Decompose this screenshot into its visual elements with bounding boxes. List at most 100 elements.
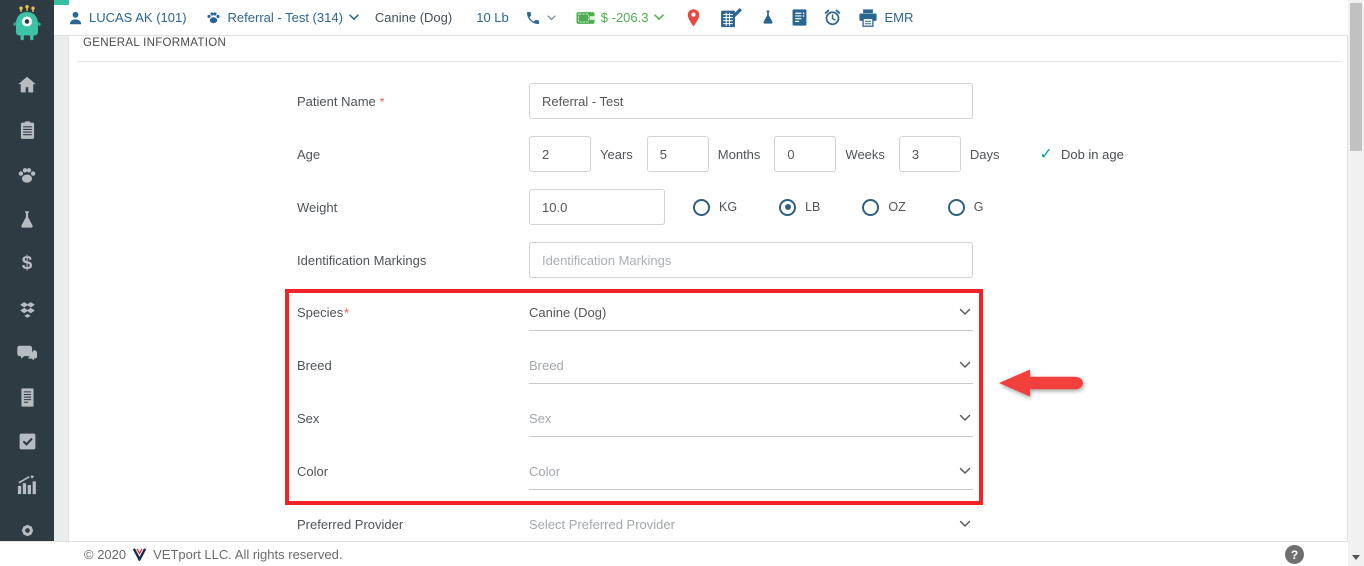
identification-row: Identification Markings [297, 242, 973, 278]
alarm-clock-icon [825, 9, 841, 26]
sex-placeholder: Sex [529, 410, 552, 426]
question-mark-icon: ? [1290, 547, 1299, 562]
phone-icon [526, 11, 539, 24]
vetport-v-logo-icon [132, 548, 147, 561]
chat-bubbles-icon [16, 345, 38, 363]
paw-icon [18, 168, 36, 183]
dob-in-age-label: Dob in age [1060, 146, 1124, 162]
age-fields: Years Months Weeks Days [529, 136, 1000, 172]
balance-dropdown[interactable]: $ -206.3 [576, 10, 665, 25]
sidebar-item-records[interactable] [0, 379, 54, 415]
identification-input[interactable] [529, 242, 973, 278]
copyright-text: © 2020 [84, 546, 127, 562]
client-label: LUCAS AK (101) [89, 10, 187, 25]
checkmark-icon: ✓ [1039, 146, 1053, 163]
weight-input[interactable] [529, 189, 665, 225]
reminders-button[interactable] [823, 8, 842, 27]
patient-dropdown[interactable]: Referral - Test (314) [205, 10, 359, 25]
scrollbar-thumb[interactable] [1350, 3, 1362, 151]
sidebar-item-tasks[interactable] [0, 423, 54, 459]
app-logo[interactable] [0, 0, 54, 48]
sidebar-item-lab[interactable] [0, 202, 54, 238]
emr-print-button[interactable]: EMR [858, 8, 913, 27]
sidebar-item-home[interactable] [0, 67, 54, 103]
sidebar-item-messages[interactable] [0, 335, 54, 371]
radio-button[interactable] [862, 198, 880, 216]
lab-button[interactable] [760, 8, 776, 27]
dollar-icon: $ [21, 253, 33, 274]
footer: © 2020 VETport LLC. All rights reserved. [0, 541, 1364, 566]
sex-row: Sex Sex [297, 400, 973, 437]
report-card-button[interactable] [791, 8, 808, 27]
required-asterisk: * [379, 94, 385, 109]
identification-label: Identification Markings [297, 252, 427, 268]
breed-label: Breed [297, 358, 332, 373]
boxes-icon [19, 301, 35, 318]
species-value: Canine (Dog) [529, 304, 607, 320]
preferred-provider-select[interactable]: Select Preferred Provider [529, 506, 973, 543]
vertical-scrollbar[interactable] [1348, 0, 1364, 566]
wallet-icon [576, 11, 595, 24]
weight-unit-lb[interactable]: LB [779, 198, 821, 216]
radio-button[interactable] [947, 198, 965, 216]
age-weeks-input[interactable] [774, 136, 837, 172]
sidebar-item-inventory[interactable] [0, 291, 54, 327]
chevron-down-icon [959, 520, 971, 527]
section-title: GENERAL INFORMATION [83, 37, 227, 49]
top-navbar: LUCAS AK (101) Referral - Test (314) Can… [54, 0, 1348, 36]
clipboard-icon [20, 120, 34, 139]
section-divider [77, 61, 1341, 62]
chevron-down-icon [959, 467, 971, 474]
breed-placeholder: Breed [529, 357, 564, 373]
radio-button[interactable] [779, 198, 797, 216]
help-button[interactable]: ? [1285, 545, 1304, 564]
weight-indicator[interactable]: 10 Lb [476, 10, 509, 25]
weight-unit-oz[interactable]: OZ [862, 198, 906, 216]
gear-icon [21, 524, 33, 536]
weight-label: Weight [297, 199, 338, 215]
flask-icon [763, 10, 774, 24]
sex-select[interactable]: Sex [529, 400, 973, 437]
sidebar-item-billing[interactable]: $ [0, 246, 54, 282]
location-button[interactable] [686, 8, 701, 28]
weight-unit-kg[interactable]: KG [693, 198, 738, 216]
species-select[interactable]: Canine (Dog) [529, 294, 973, 331]
client-link[interactable]: LUCAS AK (101) [68, 10, 187, 26]
chart-growth-icon [17, 475, 36, 495]
preferred-provider-row: Preferred Provider Select Preferred Prov… [297, 506, 973, 543]
age-weeks-unit-label: Weeks [845, 146, 885, 162]
g-label: G [973, 200, 984, 214]
sidebar-item-reports[interactable] [0, 467, 54, 503]
sidebar-item-settings[interactable] [0, 512, 54, 541]
calculator-pencil-icon [721, 7, 743, 27]
age-years-unit-label: Years [600, 146, 633, 162]
breed-select[interactable]: Breed [529, 347, 973, 384]
dob-in-age-checkbox[interactable]: ✓ Dob in age [1040, 144, 1124, 164]
scrollbar-down-arrow[interactable] [1352, 555, 1360, 560]
chevron-down-icon [959, 414, 971, 421]
lb-label: LB [805, 200, 821, 214]
age-label: Age [297, 146, 321, 162]
kg-label: KG [719, 200, 738, 214]
sidebar-item-patients[interactable] [0, 157, 54, 193]
navbar-accent [54, 0, 69, 5]
patient-name-input[interactable] [529, 83, 973, 119]
radio-button[interactable] [693, 198, 710, 216]
balance-chevron-down-icon [654, 14, 665, 21]
patient-name-label: Patient Name * [297, 93, 385, 109]
sidebar-nav: $ [0, 0, 54, 541]
species-row: Species* Canine (Dog) [297, 294, 973, 331]
weight-row: Weight KG LB OZ G [297, 189, 983, 225]
age-years-input[interactable] [529, 136, 591, 172]
task-check-square-icon [19, 433, 35, 449]
age-days-unit-label: Days [969, 146, 1000, 162]
color-select[interactable]: Color [529, 453, 973, 490]
age-months-input[interactable] [646, 136, 709, 172]
paw-icon [206, 12, 220, 24]
estimate-button[interactable] [720, 7, 743, 28]
weight-unit-g[interactable]: G [947, 198, 984, 216]
sidebar-item-appointments[interactable] [0, 112, 54, 148]
age-days-input[interactable] [898, 136, 961, 172]
phone-dropdown[interactable] [525, 10, 556, 26]
patient-label: Referral - Test (314) [227, 10, 343, 25]
